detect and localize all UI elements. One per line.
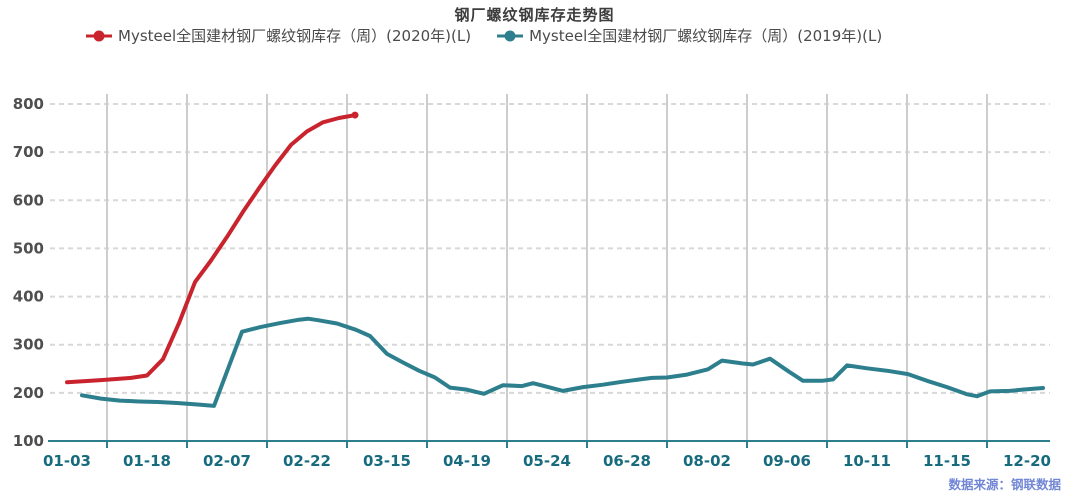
y-axis-label: 700 (13, 143, 44, 161)
x-axis-label: 02-22 (283, 452, 331, 470)
legend-item-2019[interactable]: Mysteel全国建材钢厂螺纹钢库存（周）(2019年)(L) (497, 25, 882, 46)
x-axis-label: 03-15 (363, 452, 411, 470)
y-axis-label: 300 (13, 336, 44, 354)
y-axis-label: 500 (13, 239, 44, 257)
y-axis-label: 800 (13, 95, 44, 113)
y-axis-label: 400 (13, 288, 44, 306)
x-axis-label: 08-02 (683, 452, 731, 470)
y-axis-label: 100 (13, 432, 44, 450)
series-line (65, 113, 357, 385)
chart-title: 钢厂螺纹钢库存走势图 (454, 6, 615, 24)
series-end-marker (351, 111, 359, 119)
x-axis-label: 12-20 (1003, 452, 1051, 470)
legend-item-2020[interactable]: Mysteel全国建材钢厂螺纹钢库存（周）(2020年)(L) (86, 25, 471, 46)
y-axis-label: 200 (13, 384, 44, 402)
x-axis-label: 09-06 (763, 452, 811, 470)
x-axis-label: 05-24 (523, 452, 571, 470)
x-axis-label: 01-18 (123, 452, 171, 470)
x-axis-label: 02-07 (203, 452, 251, 470)
legend: Mysteel全国建材钢厂螺纹钢库存（周）(2020年)(L) Mysteel全… (86, 25, 882, 46)
source-note: 数据来源：钢联数据 (948, 477, 1061, 492)
x-axis-label: 01-03 (43, 452, 91, 470)
x-axis-label: 04-19 (443, 452, 491, 470)
y-axis-label: 600 (13, 191, 44, 209)
legend-marker-2020-icon (86, 30, 112, 41)
legend-label-2019: Mysteel全国建材钢厂螺纹钢库存（周）(2019年)(L) (529, 27, 883, 45)
x-axis-label: 11-15 (923, 452, 971, 470)
legend-label-2020: Mysteel全国建材钢厂螺纹钢库存（周）(2020年)(L) (118, 27, 472, 45)
x-axis-label: 10-11 (843, 452, 891, 470)
series-line (80, 316, 1045, 408)
x-axis-label: 06-28 (603, 452, 651, 470)
legend-marker-2019-icon (497, 30, 524, 41)
